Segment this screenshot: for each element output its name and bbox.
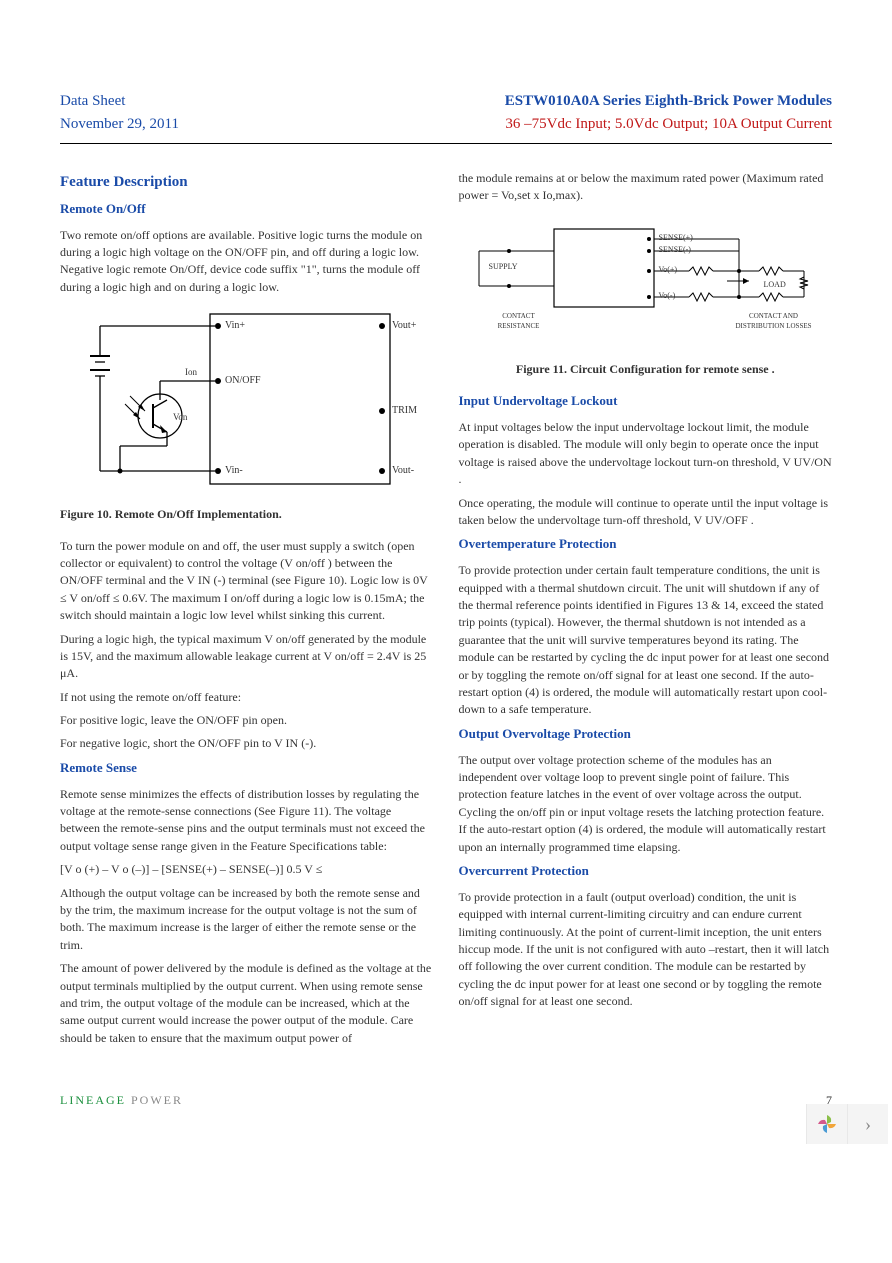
nav-widget: › xyxy=(806,1104,888,1144)
body-text: At input voltages below the input underv… xyxy=(459,419,833,489)
body-text: the module remains at or below the maxim… xyxy=(459,170,833,205)
header-left: Data Sheet November 29, 2011 xyxy=(60,90,179,135)
body-text: The amount of power delivered by the mod… xyxy=(60,960,434,1047)
label-vout-minus: Vout- xyxy=(392,464,414,479)
body-text: The output over voltage protection schem… xyxy=(459,752,833,856)
left-column: Feature Description Remote On/Off Two re… xyxy=(60,164,434,1053)
body-text: Once operating, the module will continue… xyxy=(459,495,833,530)
footer-brand: LINEAGE POWER xyxy=(60,1093,183,1108)
body-text: For positive logic, leave the ON/OFF pin… xyxy=(60,712,434,729)
label-vo-plus: Vo(+) xyxy=(659,264,678,276)
body-text: To provide protection under certain faul… xyxy=(459,562,833,719)
body-text: During a logic high, the typical maximum… xyxy=(60,631,434,683)
subsection-overcurrent: Overcurrent Protection xyxy=(459,862,833,881)
label-onoff: ON/OFF xyxy=(225,374,261,389)
page-footer: LINEAGE POWER 7 xyxy=(60,1093,832,1108)
subsection-overvoltage: Output Overvoltage Protection xyxy=(459,725,833,744)
label-von: Von xyxy=(173,411,187,424)
section-title: Feature Description xyxy=(60,172,434,194)
label-contact-resistance: CONTACT RESISTANCE xyxy=(489,311,549,331)
body-text: Remote sense minimizes the effects of di… xyxy=(60,786,434,856)
page-header: Data Sheet November 29, 2011 ESTW010A0A … xyxy=(60,90,832,144)
product-title: ESTW010A0A Series Eighth-Brick Power Mod… xyxy=(505,90,832,113)
subsection-remote-onoff: Remote On/Off xyxy=(60,200,434,219)
label-sense-plus: SENSE(+) xyxy=(659,232,693,244)
figure-11-diagram: SENSE(+) SENSE(-) Vo(+) Vo(-) SUPPLY LOA… xyxy=(459,211,833,351)
equation: [V o (+) – V o (–)] – [SENSE(+) – SENSE(… xyxy=(60,861,434,878)
label-vin-plus: Vin+ xyxy=(225,319,245,334)
body-text: To provide protection in a fault (output… xyxy=(459,889,833,1011)
product-subtitle: 36 –75Vdc Input; 5.0Vdc Output; 10A Outp… xyxy=(505,113,832,136)
body-text: Although the output voltage can be incre… xyxy=(60,885,434,955)
nav-logo-button[interactable] xyxy=(806,1104,847,1144)
label-trim: TRIM xyxy=(392,404,417,419)
label-load: LOAD xyxy=(764,279,786,291)
figure-10-caption: Figure 10. Remote On/Off Implementation. xyxy=(60,506,434,523)
body-text: For negative logic, short the ON/OFF pin… xyxy=(60,735,434,752)
subsection-overtemperature: Overtemperature Protection xyxy=(459,535,833,554)
subsection-remote-sense: Remote Sense xyxy=(60,759,434,778)
right-column: the module remains at or below the maxim… xyxy=(459,164,833,1053)
body-text: If not using the remote on/off feature: xyxy=(60,689,434,706)
label-vin-minus: Vin- xyxy=(225,464,243,479)
figure-11-caption: Figure 11. Circuit Configuration for rem… xyxy=(459,361,833,378)
label-ion: Ion xyxy=(185,366,197,379)
label-vout-plus: Vout+ xyxy=(392,319,416,334)
doc-date: November 29, 2011 xyxy=(60,113,179,136)
chevron-right-icon: › xyxy=(865,1114,871,1135)
label-sense-minus: SENSE(-) xyxy=(659,244,691,256)
figure-10-diagram: Vin+ Vout+ ON/OFF TRIM Vin- Vout- Ion Vo… xyxy=(60,306,434,496)
label-distribution-losses: CONTACT AND DISTRIBUTION LOSSES xyxy=(729,311,819,331)
subsection-undervoltage: Input Undervoltage Lockout xyxy=(459,392,833,411)
header-right: ESTW010A0A Series Eighth-Brick Power Mod… xyxy=(505,90,832,135)
pinwheel-icon xyxy=(816,1113,838,1135)
brand-lineage: LINEAGE xyxy=(60,1093,126,1107)
doc-type: Data Sheet xyxy=(60,90,179,113)
body-text: Two remote on/off options are available.… xyxy=(60,227,434,297)
body-text: To turn the power module on and off, the… xyxy=(60,538,434,625)
label-supply: SUPPLY xyxy=(489,261,518,273)
brand-power: POWER xyxy=(131,1093,183,1107)
label-vo-minus: Vo(-) xyxy=(659,290,676,302)
nav-next-button[interactable]: › xyxy=(847,1104,888,1144)
